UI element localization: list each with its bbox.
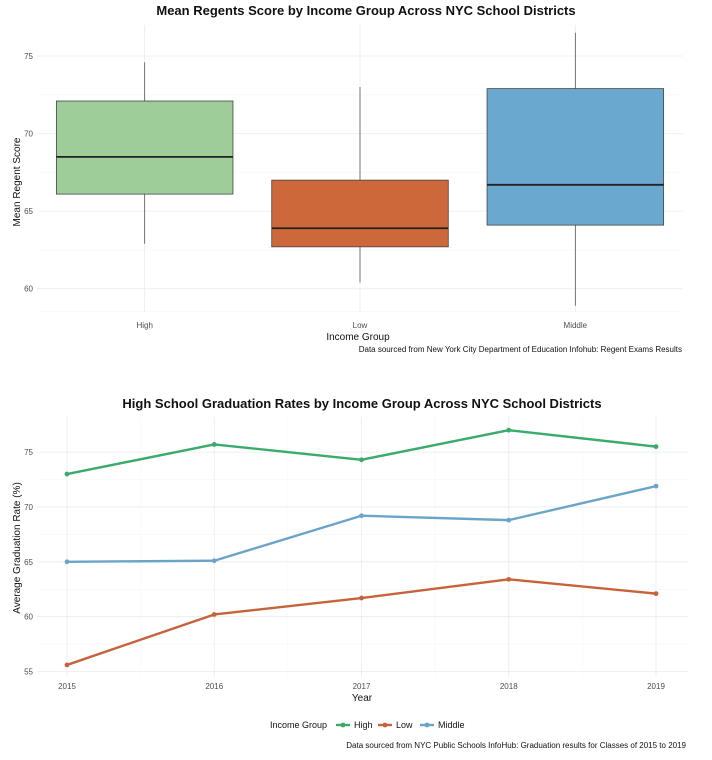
boxplot-caption: Data sourced from New York City Departme… xyxy=(359,345,682,354)
line-chart: High School Graduation Rates by Income G… xyxy=(12,396,688,750)
legend-label-middle: Middle xyxy=(438,720,465,730)
line-chart-x-axis-title: Year xyxy=(352,693,373,704)
data-point-high xyxy=(506,427,512,433)
boxplot-y-tick-label: 75 xyxy=(24,52,33,61)
line-chart-x-ticks: 2015 2016 2017 2018 2019 xyxy=(58,682,665,691)
legend-key-point-middle xyxy=(424,722,430,728)
data-point-middle xyxy=(211,558,217,564)
data-point-middle xyxy=(506,517,512,523)
data-point-middle xyxy=(359,513,364,519)
boxplot-y-ticks: 60 65 70 75 xyxy=(24,52,33,294)
data-point-middle xyxy=(653,483,659,489)
box-iqr-rect xyxy=(486,88,665,226)
boxplot-title: Mean Regents Score by Income Group Acros… xyxy=(156,3,575,18)
data-point-high xyxy=(359,457,364,463)
data-point-middle xyxy=(64,559,70,565)
line-y-tick-label: 75 xyxy=(24,448,33,457)
data-point-low xyxy=(64,662,70,668)
line-x-tick-label: 2017 xyxy=(353,682,371,691)
legend-label-low: Low xyxy=(396,720,413,730)
boxplot-x-tick-label: Low xyxy=(353,321,368,330)
data-point-high xyxy=(64,471,70,477)
line-chart-series xyxy=(64,427,659,668)
legend-label-high: High xyxy=(354,720,373,730)
boxplot-y-axis-title: Mean Regent Score xyxy=(12,137,23,226)
line-x-tick-label: 2019 xyxy=(647,682,665,691)
box-high xyxy=(55,62,234,244)
legend-title: Income Group xyxy=(270,720,327,730)
line-x-tick-label: 2015 xyxy=(58,682,76,691)
series-high xyxy=(64,427,659,477)
line-x-tick-label: 2016 xyxy=(205,682,223,691)
data-point-high xyxy=(211,442,217,447)
data-point-low xyxy=(653,591,659,597)
boxplot-chart: Mean Regents Score by Income Group Acros… xyxy=(12,3,683,354)
data-point-low xyxy=(211,612,217,617)
box-iqr-rect xyxy=(55,100,234,195)
line-chart-title: High School Graduation Rates by Income G… xyxy=(122,396,601,411)
series-middle xyxy=(64,483,659,565)
line-chart-caption: Data sourced from NYC Public Schools Inf… xyxy=(346,741,686,750)
boxplot-x-axis-title: Income Group xyxy=(326,332,390,343)
boxplot-boxes xyxy=(55,32,665,306)
line-y-tick-label: 55 xyxy=(24,668,33,677)
legend-key-point-low xyxy=(382,722,388,728)
box-iqr-rect xyxy=(271,179,449,248)
data-point-low xyxy=(359,595,364,601)
boxplot-y-tick-label: 65 xyxy=(24,207,33,216)
data-point-low xyxy=(506,576,512,582)
line-chart-y-axis-title: Average Graduation Rate (%) xyxy=(12,482,23,614)
data-point-high xyxy=(653,444,659,450)
boxplot-x-tick-label: High xyxy=(136,321,152,330)
line-y-tick-label: 70 xyxy=(24,503,33,512)
line-x-tick-label: 2018 xyxy=(500,682,518,691)
boxplot-y-tick-label: 60 xyxy=(24,285,33,294)
legend-key-point-high xyxy=(340,722,346,728)
box-low xyxy=(271,87,449,283)
boxplot-x-tick-label: Middle xyxy=(564,321,588,330)
line-chart-legend: Income Group High Low Middle xyxy=(270,720,465,730)
box-middle xyxy=(486,32,665,306)
boxplot-y-tick-label: 70 xyxy=(24,130,33,139)
boxplot-x-ticks: High Low Middle xyxy=(136,321,587,330)
line-y-tick-label: 65 xyxy=(24,558,33,567)
line-chart-y-ticks: 55 60 65 70 75 xyxy=(24,448,33,676)
line-y-tick-label: 60 xyxy=(24,613,33,622)
series-low xyxy=(64,576,659,668)
line-chart-grid xyxy=(37,417,688,677)
